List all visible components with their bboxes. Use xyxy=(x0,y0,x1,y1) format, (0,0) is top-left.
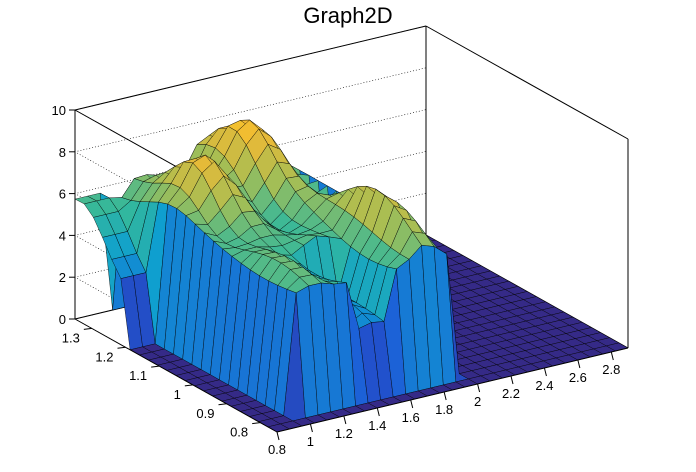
x-tick xyxy=(343,415,347,425)
z-tick-label: 10 xyxy=(52,103,66,118)
x-axis: 0.8 1 1.2 1.4 1.6 1.8 2 2.2 2.4 2.6 2.8 xyxy=(268,347,629,457)
chart-title: Graph2D xyxy=(303,3,392,28)
x-tick-label: 2 xyxy=(474,394,481,409)
y-tick-label: 0.8 xyxy=(230,425,248,440)
surface-mesh xyxy=(74,119,629,433)
x-tick xyxy=(577,359,581,369)
y-tick xyxy=(117,346,126,349)
z-tick-label: 6 xyxy=(59,187,66,202)
x-tick-label: 2.2 xyxy=(502,386,520,401)
y-axis-line xyxy=(74,318,278,433)
z-tick-label: 4 xyxy=(59,228,66,243)
x-tick-label: 1.8 xyxy=(435,402,453,417)
z-axis: 0 2 4 6 8 10 xyxy=(52,103,76,327)
x-tick-label: 0.8 xyxy=(268,442,286,457)
y-tick xyxy=(184,384,193,387)
x-tick xyxy=(376,407,380,417)
y-axis: 0.8 0.9 1 1.1 1.2 1.3 xyxy=(62,318,278,440)
y-tick xyxy=(151,365,160,368)
x-tick xyxy=(510,375,514,385)
x-tick-label: 1.4 xyxy=(368,418,386,433)
z-tick-label: 2 xyxy=(59,270,66,285)
y-tick xyxy=(252,422,261,425)
x-tick xyxy=(610,351,614,361)
x-tick-label: 2.6 xyxy=(569,370,587,385)
x-tick xyxy=(276,431,280,441)
y-tick xyxy=(218,403,227,406)
x-tick xyxy=(443,391,447,401)
x-tick-label: 1 xyxy=(307,434,314,449)
y-tick-label: 1 xyxy=(174,387,181,402)
x-tick xyxy=(543,367,547,377)
x-tick-label: 1.6 xyxy=(402,410,420,425)
y-tick-label: 1.3 xyxy=(62,330,80,345)
x-tick-label: 1.2 xyxy=(335,426,353,441)
y-tick xyxy=(83,327,92,330)
x-tick-label: 2.8 xyxy=(602,362,620,377)
y-tick-label: 1.1 xyxy=(129,368,147,383)
x-tick xyxy=(477,383,481,393)
x-tick xyxy=(410,399,414,409)
z-tick-label: 0 xyxy=(59,312,66,327)
z-tick-label: 8 xyxy=(59,145,66,160)
y-tick-label: 0.9 xyxy=(196,406,214,421)
y-tick-label: 1.2 xyxy=(95,349,113,364)
frame-edge xyxy=(425,25,629,140)
x-tick xyxy=(309,423,313,433)
x-axis-line xyxy=(276,347,629,433)
x-tick-label: 2.4 xyxy=(535,378,553,393)
